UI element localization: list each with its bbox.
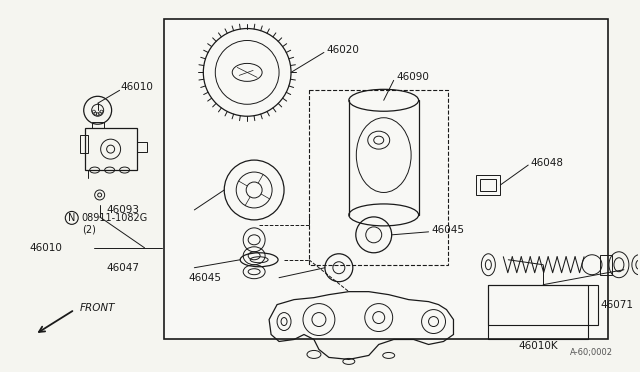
Bar <box>476 175 500 195</box>
Text: 46010: 46010 <box>120 82 154 92</box>
Text: 46010: 46010 <box>30 243 63 253</box>
Text: 46045: 46045 <box>431 225 465 235</box>
Bar <box>309 90 449 265</box>
Text: 46093: 46093 <box>106 205 140 215</box>
Text: 46010K: 46010K <box>518 341 558 352</box>
Bar <box>488 285 588 340</box>
Bar <box>84 128 136 170</box>
Bar <box>80 135 88 153</box>
Text: 46047: 46047 <box>106 263 140 273</box>
Bar <box>488 285 598 324</box>
Text: 46045: 46045 <box>188 273 221 283</box>
Bar <box>481 179 497 191</box>
Text: 46071: 46071 <box>600 299 633 310</box>
Bar <box>600 255 612 275</box>
Text: N: N <box>68 213 76 223</box>
Bar <box>136 142 147 152</box>
Bar <box>164 19 608 340</box>
Text: 46090: 46090 <box>397 73 429 82</box>
Text: FRONT: FRONT <box>80 302 115 312</box>
Text: 46048: 46048 <box>530 158 563 168</box>
Bar <box>92 122 104 128</box>
Text: 46020: 46020 <box>327 45 360 55</box>
Text: 08911-1082G: 08911-1082G <box>82 213 148 223</box>
Text: (2): (2) <box>82 225 95 235</box>
Text: A-60;0002: A-60;0002 <box>570 349 613 357</box>
